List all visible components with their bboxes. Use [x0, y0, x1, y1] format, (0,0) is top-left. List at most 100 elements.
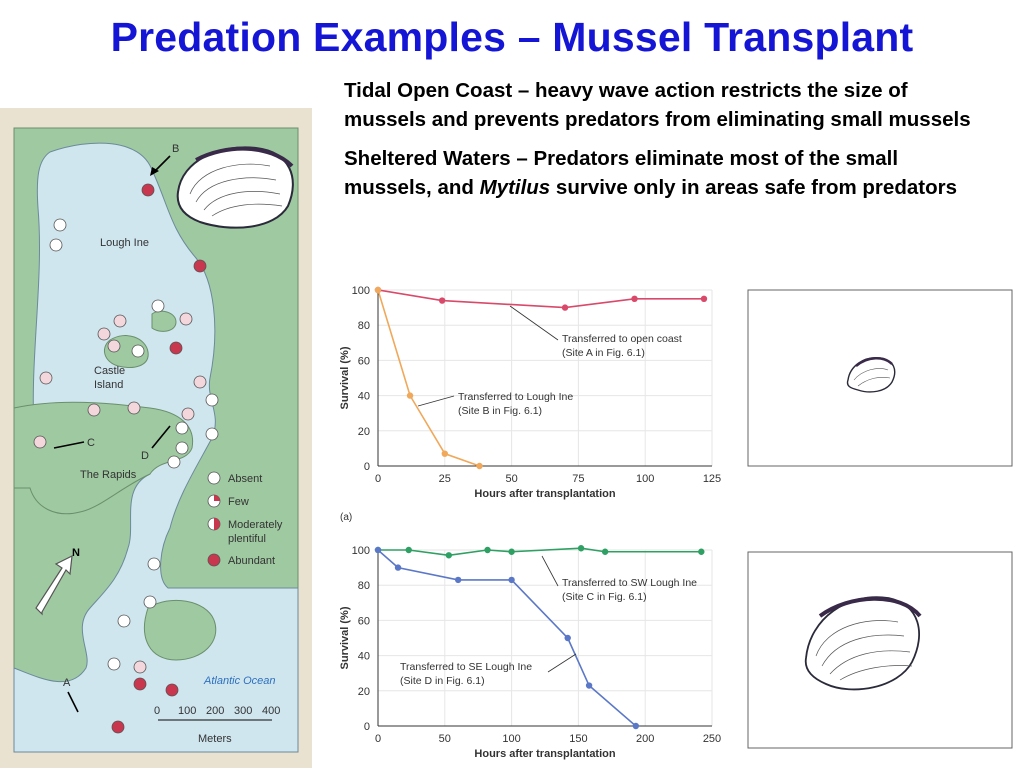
data-point	[374, 546, 382, 554]
data-point	[632, 722, 640, 730]
data-point	[564, 634, 571, 642]
x-tick-label: 0	[375, 733, 381, 745]
label-lough-ine: Lough Ine	[100, 237, 149, 249]
y-axis-label: Survival (%)	[339, 606, 351, 669]
data-point	[700, 295, 708, 302]
data-point	[374, 286, 382, 294]
marker	[53, 218, 67, 232]
marker	[193, 259, 207, 273]
x-tick-label: 100	[636, 473, 654, 485]
series-line	[377, 289, 704, 309]
mussel-lines-small	[853, 368, 891, 387]
marker	[193, 375, 207, 389]
x-axis-label: Hours after transplantation	[474, 748, 615, 760]
map-panel: Lough Ine Castle Island The Rapids Atlan…	[0, 108, 312, 768]
annotation-leader	[541, 555, 559, 587]
y-tick-label: 80	[358, 320, 370, 332]
mytilus-italic: Mytilus	[479, 176, 551, 199]
marker	[147, 557, 161, 571]
legend-few: Few	[228, 496, 249, 508]
marker	[205, 393, 219, 407]
marker	[141, 183, 155, 197]
south-island	[144, 599, 217, 661]
marker	[131, 344, 145, 358]
y-tick-label: 40	[358, 651, 370, 663]
mussel-rim-small	[855, 357, 893, 367]
mussel-illustration-small	[846, 357, 896, 393]
marker	[49, 238, 63, 252]
north-arrow-icon	[35, 554, 73, 616]
x-tick-label: 25	[439, 473, 451, 485]
marker	[179, 312, 193, 326]
arrow-a	[67, 691, 79, 713]
x-tick-label: 0	[375, 473, 381, 485]
scale-tick-0: 0	[154, 705, 160, 717]
marker	[151, 299, 165, 313]
marker	[127, 401, 141, 415]
label-atlantic: Atlantic Ocean	[203, 675, 276, 687]
marker	[107, 339, 121, 353]
series-label-site: (Site C in Fig. 6.1)	[562, 591, 647, 603]
series-label: Transferred to open coast	[562, 333, 682, 345]
marker	[113, 314, 127, 328]
chart-b: 0 50 100 150 200 250 0 20 40 60 80 100 Hours after t…	[339, 545, 721, 760]
bullet2-suffix: survive only in areas safe from predator…	[550, 176, 957, 199]
label-the-rapids: The Rapids	[80, 469, 137, 481]
label-island: Island	[94, 379, 123, 391]
mussel-rim-large	[195, 146, 294, 168]
data-point	[631, 295, 638, 302]
y-tick-label: 40	[358, 391, 370, 403]
series-label: Transferred to SW Lough Ine	[562, 577, 697, 589]
data-point	[454, 576, 462, 584]
legend-absent-icon	[207, 471, 221, 485]
data-point	[508, 576, 515, 584]
annotation-leader	[509, 305, 559, 341]
scale-tick-300: 300	[234, 705, 252, 717]
survey-markers	[33, 183, 219, 734]
survival-charts: 0 25 50 75 100 125 0 20 40 60 80 100 Hours after tra…	[339, 285, 1013, 760]
marker	[133, 677, 147, 691]
marker	[111, 720, 125, 734]
series-label-site: (Site D in Fig. 6.1)	[400, 675, 485, 687]
marker	[181, 407, 195, 421]
data-point	[484, 546, 491, 554]
chart-a: 0 25 50 75 100 125 0 20 40 60 80 100 Hours after tra…	[339, 285, 721, 500]
data-point	[406, 392, 414, 399]
arrow-c	[53, 441, 85, 449]
marker	[33, 435, 47, 449]
legend-abundant: Abundant	[228, 555, 275, 567]
series-line	[378, 547, 702, 557]
data-point	[441, 450, 448, 457]
data-point	[561, 304, 569, 311]
y-tick-label: 0	[364, 461, 370, 473]
x-tick-label: 125	[703, 473, 721, 485]
data-point	[577, 545, 585, 552]
y-tick-label: 20	[358, 426, 370, 438]
data-point	[445, 552, 453, 559]
slide-title: Predation Examples – Mussel Transplant	[110, 14, 914, 60]
north-label: N	[72, 547, 80, 559]
bullet2-prefix: Sheltered Waters – Predators eliminate m…	[344, 147, 899, 199]
x-tick-label: 75	[572, 473, 584, 485]
scale-tick-200: 200	[206, 705, 224, 717]
marker	[117, 614, 131, 628]
chart-a-label: (a)	[340, 512, 352, 523]
marker	[175, 421, 189, 435]
arrow-d	[151, 425, 171, 449]
y-tick-label: 60	[358, 615, 370, 627]
scale-unit: Meters	[198, 733, 232, 745]
x-tick-label: 50	[505, 473, 517, 485]
scale-bar: 0 100 200 300 400 Meters	[154, 705, 280, 745]
series-label-site: (Site A in Fig. 6.1)	[562, 347, 645, 359]
x-tick-label: 200	[636, 733, 654, 745]
marker	[107, 657, 121, 671]
annotation-leader	[547, 653, 577, 673]
x-tick-label: 50	[439, 733, 451, 745]
legend-moderately: Moderately	[228, 519, 283, 531]
series-label: Transferred to Lough Ine	[458, 391, 573, 403]
mussel-rim-medium	[818, 596, 922, 618]
bullet-open-coast: Tidal Open Coast – heavy wave action res…	[344, 79, 971, 131]
label-site-a: A	[63, 677, 71, 689]
annotation-leader	[417, 395, 455, 407]
legend-few-wedge	[214, 495, 220, 501]
